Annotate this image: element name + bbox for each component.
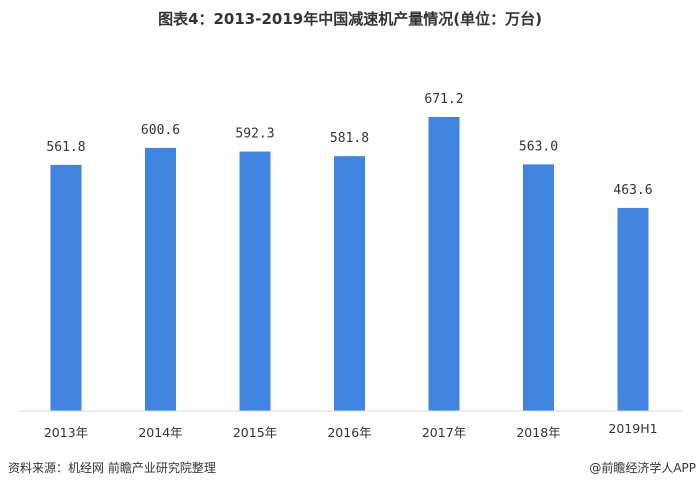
- data-label: 563.0: [519, 139, 558, 154]
- data-label: 581.8: [330, 131, 369, 146]
- x-tick-label: 2014年: [138, 425, 182, 440]
- bar: [523, 164, 554, 411]
- bar: [617, 207, 649, 411]
- data-label: 671.2: [424, 92, 463, 107]
- bar: [239, 151, 271, 412]
- bar: [145, 147, 176, 411]
- bar: [334, 156, 365, 411]
- x-tick-label: 2013年: [44, 425, 88, 440]
- bar: [50, 164, 82, 411]
- x-tick-label: 2015年: [233, 425, 277, 440]
- source-note: 资料来源：机经网 前瞻产业研究院整理: [8, 461, 216, 475]
- credit-note: @前瞻经济学人APP: [589, 461, 696, 475]
- data-label: 463.6: [613, 183, 652, 198]
- x-tick-label: 2016年: [327, 425, 371, 440]
- bar: [428, 117, 460, 411]
- x-tick-label: 2018年: [516, 425, 560, 440]
- chart-title: 图表4：2013-2019年中国减速机产量情况(单位：万台): [158, 10, 542, 28]
- data-label: 600.6: [141, 123, 180, 138]
- x-tick-label: 2019H1: [608, 421, 657, 436]
- data-label: 592.3: [235, 127, 274, 142]
- data-label: 561.8: [46, 140, 85, 155]
- x-tick-label: 2017年: [422, 425, 466, 440]
